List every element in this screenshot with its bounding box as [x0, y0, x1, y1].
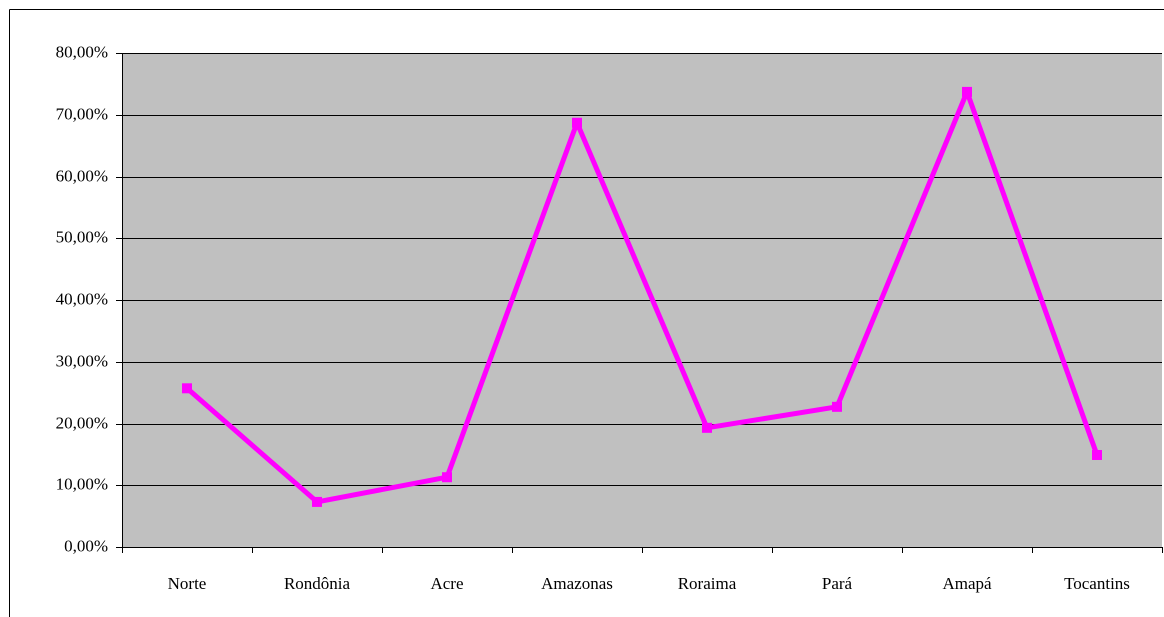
y-tick-label: 50,00%	[56, 227, 108, 246]
x-tick-label: Norte	[168, 574, 207, 593]
y-tick-label: 80,00%	[56, 42, 108, 61]
y-tick-label: 30,00%	[56, 351, 108, 370]
marker	[702, 422, 712, 433]
x-tick-label: Amazonas	[541, 574, 613, 593]
y-tick-label: 40,00%	[56, 289, 108, 308]
marker	[312, 496, 322, 507]
y-tick-label: 70,00%	[56, 104, 108, 123]
marker	[1092, 449, 1102, 460]
marker	[962, 86, 972, 97]
y-tick-label: 60,00%	[56, 166, 108, 185]
x-tick-label: Acre	[430, 574, 463, 593]
x-tick-label: Rondônia	[284, 574, 351, 593]
y-tick-label: 20,00%	[56, 413, 108, 432]
y-tick-label: 0,00%	[64, 536, 108, 555]
marker	[182, 383, 192, 394]
marker	[832, 401, 842, 412]
line	[185, 89, 1100, 505]
marker	[442, 472, 452, 483]
x-tick-label: Tocantins	[1064, 574, 1130, 593]
x-tick-label: Roraima	[678, 574, 737, 593]
marker	[572, 117, 582, 128]
y-tick-label: 10,00%	[56, 474, 108, 493]
x-tick-label: Amapá	[942, 574, 992, 593]
x-tick-label: Pará	[822, 574, 853, 593]
